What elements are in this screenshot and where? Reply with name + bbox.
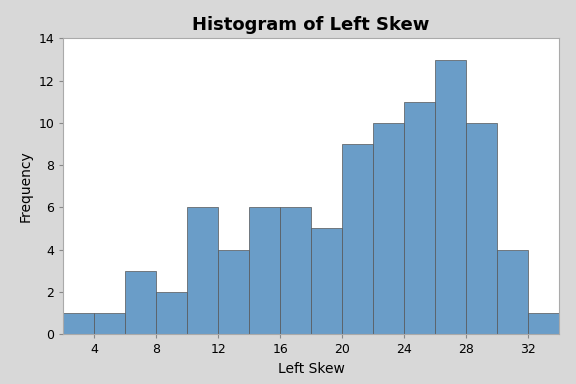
- Bar: [126, 271, 156, 334]
- Bar: [435, 60, 466, 334]
- Bar: [528, 313, 559, 334]
- Bar: [63, 313, 94, 334]
- Bar: [249, 207, 280, 334]
- Bar: [187, 207, 218, 334]
- Y-axis label: Frequency: Frequency: [19, 151, 33, 222]
- Bar: [404, 102, 435, 334]
- Bar: [94, 313, 126, 334]
- X-axis label: Left Skew: Left Skew: [278, 362, 344, 376]
- Bar: [311, 228, 342, 334]
- Bar: [466, 123, 497, 334]
- Title: Histogram of Left Skew: Histogram of Left Skew: [192, 16, 430, 34]
- Bar: [156, 292, 187, 334]
- Bar: [218, 250, 249, 334]
- Bar: [497, 250, 528, 334]
- Bar: [342, 144, 373, 334]
- Bar: [280, 207, 311, 334]
- Bar: [373, 123, 404, 334]
